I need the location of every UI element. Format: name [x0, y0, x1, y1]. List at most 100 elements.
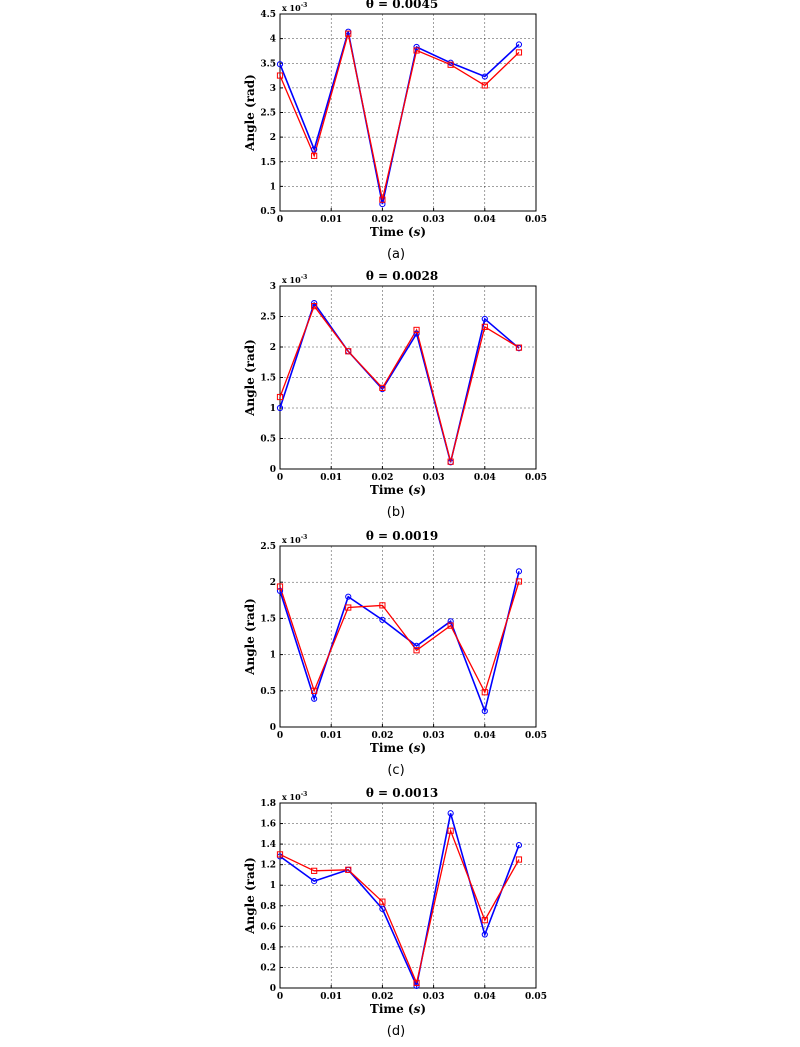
y-tick-label: 2.5: [260, 109, 276, 119]
y-tick-label: 3: [270, 84, 276, 94]
x-tick-label: 0.04: [474, 473, 496, 483]
data-point-circle: [311, 695, 318, 702]
x-axis-label: Time (s): [370, 225, 426, 239]
data-point-circle: [481, 73, 488, 80]
x-tick-label: 0.03: [423, 992, 445, 1002]
x-tick-label: 0.01: [320, 992, 342, 1002]
chart-title: θ = 0.0028: [366, 269, 438, 283]
y-multiplier-exponent: -3: [301, 2, 308, 9]
data-point-square: [345, 604, 352, 611]
y-multiplier-exponent: -3: [301, 534, 308, 541]
x-tick-label: 0: [277, 473, 283, 483]
data-point-square: [276, 393, 284, 401]
data-point-circle: [276, 404, 284, 412]
chart-title: θ = 0.0013: [366, 786, 438, 800]
x-tick-label: 0.05: [525, 731, 547, 741]
axes-frame: [279, 545, 537, 728]
x-axis-label: Time (s): [370, 741, 426, 755]
data-point-square: [379, 384, 386, 391]
chart-panel-c: 0 0.01 0.02 0.03 0.04 0.05 0 0.5 1 1.5 2 2.5 x 10-3 θ…: [243, 529, 547, 778]
series-line-2: [279, 304, 520, 462]
data-point-square: [379, 898, 386, 905]
data-point-circle: [447, 810, 454, 817]
axes-frame: [279, 802, 537, 989]
y-axis-label: Angle (rad): [243, 339, 257, 417]
data-point-square: [379, 196, 386, 203]
x-tick-label: 0.04: [474, 731, 496, 741]
y-tick-label: 4: [270, 35, 276, 45]
y-tick-label: 1.6: [260, 820, 276, 830]
data-point-circle: [379, 616, 386, 623]
y-tick-label: 2.5: [260, 313, 276, 323]
data-point-square: [447, 458, 454, 465]
y-tick-label: 0.5: [260, 207, 276, 217]
series-line-1: [279, 813, 520, 989]
y-multiplier: x 10-3: [282, 534, 307, 545]
y-tick-label: 2: [270, 133, 276, 143]
y-tick-label: 1: [270, 182, 276, 192]
x-tick-label: 0.03: [423, 473, 445, 483]
y-tick-label: 0.2: [260, 963, 276, 973]
data-point-square: [345, 348, 352, 355]
y-tick-label: 1: [270, 881, 276, 891]
x-tick-label: 0.01: [320, 473, 342, 483]
data-point-square: [481, 917, 488, 924]
data-point-square: [413, 647, 420, 654]
x-axis-label: Time (s): [370, 483, 426, 497]
y-tick-label: 1: [270, 404, 276, 414]
y-tick-label: 0.5: [260, 687, 276, 697]
data-point-circle: [515, 568, 523, 575]
x-tick-label: 0.03: [423, 215, 445, 225]
x-tick-label: 0: [277, 731, 283, 741]
data-point-circle: [379, 905, 386, 912]
plot-area: [280, 546, 536, 727]
x-tick-label: 0.05: [525, 215, 547, 225]
chart-panel-a: 0 0.01 0.02 0.03 0.04 0.05 0.5 1 1.5 2 2.5 3 3.5 4 4.5…: [243, 0, 547, 262]
y-tick-label: 2.5: [260, 542, 276, 552]
y-tick-label: 3.5: [260, 59, 276, 69]
y-tick-label: 1.8: [260, 799, 276, 809]
data-point-circle: [311, 878, 318, 885]
data-point-square: [311, 152, 318, 159]
data-point-square: [345, 866, 352, 873]
y-tick-label: 0.5: [260, 435, 276, 445]
data-point-square: [413, 979, 420, 986]
x-tick-label: 0.03: [423, 731, 445, 741]
y-tick-label: 3: [270, 282, 276, 292]
x-tick-label: 0.01: [320, 215, 342, 225]
x-axis-label: Time (s): [370, 1002, 426, 1016]
x-tick-label: 0.05: [525, 473, 547, 483]
y-multiplier-exponent: -3: [301, 274, 308, 281]
data-point-square: [481, 323, 488, 330]
plot-area: [280, 803, 536, 988]
x-tick-label: 0.01: [320, 731, 342, 741]
data-point-square: [515, 344, 523, 351]
data-point-circle: [379, 201, 386, 208]
data-point-square: [276, 583, 284, 590]
data-point-square: [481, 82, 488, 89]
data-point-square: [447, 827, 454, 834]
data-point-square: [413, 47, 420, 54]
chart-panel-d: 0 0.01 0.02 0.03 0.04 0.05 0 0.2 0.4 0.6 0.8 1 1.2 1.…: [243, 786, 547, 1039]
panel-caption: (d): [387, 1024, 405, 1039]
y-tick-label: 0: [270, 723, 276, 733]
x-tick-label: 0.02: [371, 731, 393, 741]
y-multiplier-exponent: -3: [301, 791, 308, 798]
data-point-square: [311, 687, 318, 694]
y-multiplier: x 10-3: [282, 791, 307, 802]
data-point-circle: [447, 618, 454, 625]
data-point-circle: [413, 642, 420, 650]
y-tick-label: 0: [270, 465, 276, 475]
axes-frame: [279, 13, 537, 212]
data-point-circle: [276, 61, 284, 68]
data-point-square: [447, 61, 454, 68]
axes-frame: [279, 285, 537, 470]
data-point-square: [515, 578, 523, 585]
x-tick-label: 0.04: [474, 992, 496, 1002]
y-tick-label: 1.4: [260, 840, 276, 850]
y-tick-label: 0.4: [260, 943, 276, 953]
data-point-square: [413, 326, 420, 334]
y-tick-label: 1: [270, 651, 276, 661]
y-axis-label: Angle (rad): [243, 598, 257, 676]
